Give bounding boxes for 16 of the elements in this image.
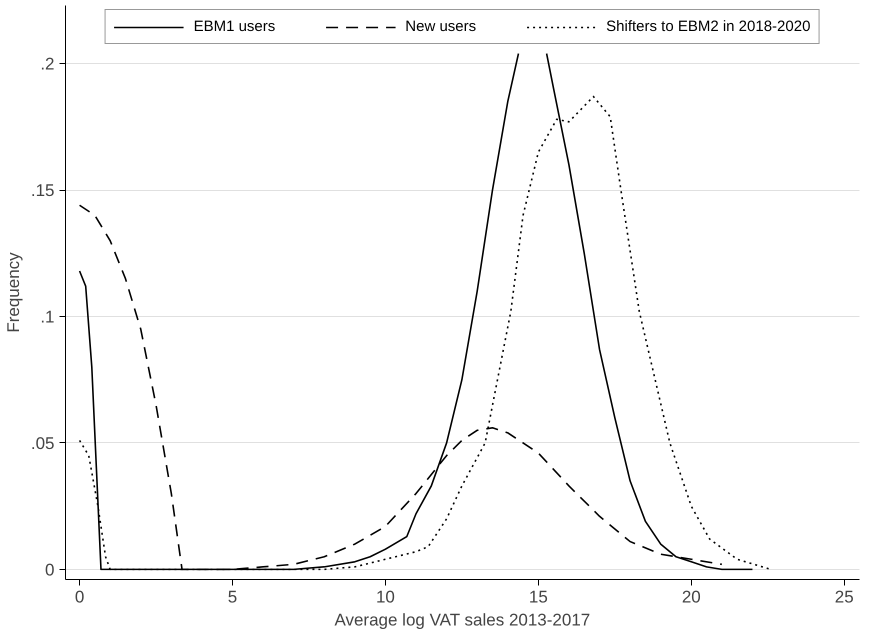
x-tick-label: 10 bbox=[376, 588, 395, 606]
legend-label: EBM1 users bbox=[194, 18, 276, 35]
y-axis-title: Frequency bbox=[4, 252, 23, 333]
y-tick-label: .05 bbox=[30, 434, 55, 453]
x-tick-label: 0 bbox=[74, 588, 84, 606]
legend-label: New users bbox=[405, 18, 476, 35]
x-axis-title: Average log VAT sales 2013-2017 bbox=[334, 610, 590, 630]
legend-label: Shifters to EBM2 in 2018-2020 bbox=[606, 18, 810, 35]
x-tick-label: 5 bbox=[228, 588, 238, 606]
x-tick-label: 15 bbox=[528, 588, 548, 606]
y-tick-label: .2 bbox=[40, 54, 55, 74]
x-tick-label: 25 bbox=[834, 588, 854, 606]
x-tick-label: 20 bbox=[682, 588, 701, 606]
y-tick-label: .1 bbox=[40, 308, 55, 327]
y-tick-label: 0 bbox=[45, 560, 55, 580]
y-tick-label: .15 bbox=[30, 181, 55, 200]
